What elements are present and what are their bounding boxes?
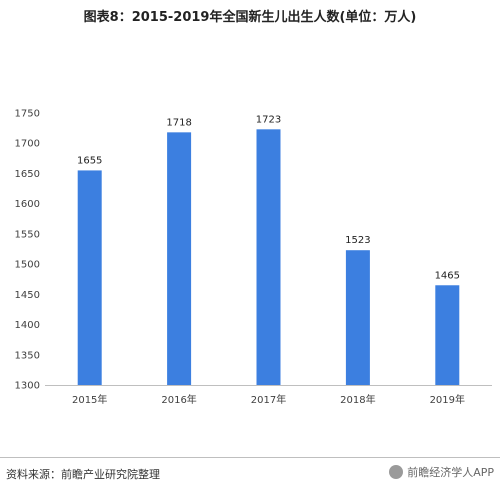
y-tick-label: 1450: [15, 290, 40, 301]
bar: [256, 129, 281, 385]
data-labels: 1655 1718 1723 1523 1465: [77, 114, 460, 281]
bars: [77, 129, 460, 385]
bar: [77, 170, 102, 385]
y-tick-label: 1400: [15, 320, 40, 331]
chart-title: 图表8：2015-2019年全国新生儿出生人数(单位：万人): [83, 10, 417, 25]
bar-value-label: 1465: [435, 270, 460, 281]
bar-value-label: 1655: [77, 155, 102, 166]
y-tick-label: 1350: [15, 350, 40, 361]
y-tick-label: 1600: [15, 199, 40, 210]
x-tick-label: 2016年: [161, 393, 196, 406]
x-tick-label: 2019年: [430, 393, 465, 406]
y-tick-label: 1500: [15, 260, 40, 271]
wechat-icon: [389, 465, 404, 479]
source-note: 资料来源：前瞻产业研究院整理: [6, 468, 160, 481]
bar: [345, 250, 370, 385]
bar: [167, 132, 192, 385]
category-labels: 2015年 2016年 2017年 2018年 2019年: [72, 393, 465, 406]
footer-divider: [0, 457, 500, 458]
y-tick-label: 1550: [15, 229, 40, 240]
y-tick-label: 1300: [15, 381, 40, 392]
footer-badge-label: 前瞻经济学人APP: [407, 466, 494, 479]
bar: [435, 285, 460, 385]
y-axis-ticks: 1300 1350 1400 1450 1500 1550 1600 1650 1700 1750: [15, 109, 40, 392]
bar-value-label: 1723: [256, 114, 281, 125]
x-tick-label: 2018年: [340, 393, 375, 406]
footer-badge: 前瞻经济学人APP: [389, 464, 494, 480]
bar-value-label: 1718: [166, 117, 191, 128]
x-tick-label: 2017年: [251, 393, 286, 406]
x-tick-label: 2015年: [72, 393, 107, 406]
y-tick-label: 1650: [15, 169, 40, 180]
y-tick-label: 1750: [15, 109, 40, 120]
bar-value-label: 1523: [345, 235, 370, 246]
y-tick-label: 1700: [15, 139, 40, 150]
